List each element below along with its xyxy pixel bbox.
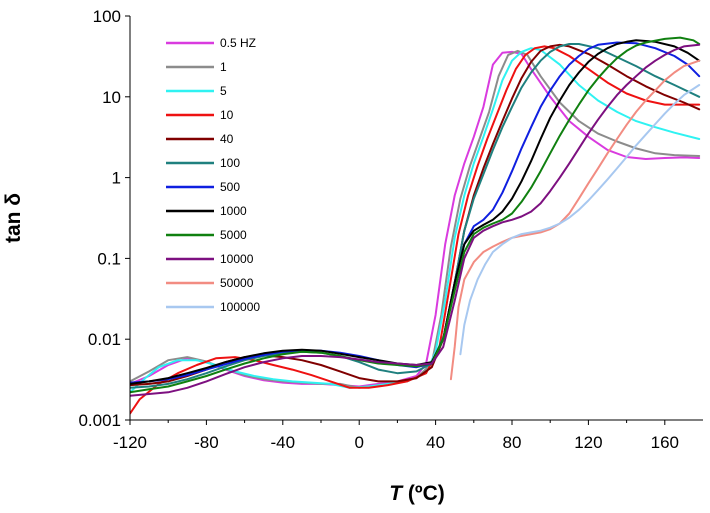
y-tick-label: 0.001 — [78, 411, 121, 430]
legend-label-500: 500 — [220, 180, 240, 194]
series-line-0-5-hz — [130, 50, 701, 388]
legend-label-10000: 10000 — [220, 252, 254, 266]
legend-label-1000: 1000 — [220, 204, 247, 218]
y-tick-label: 0.1 — [97, 249, 121, 268]
legend-label-0-5-hz: 0.5 HZ — [220, 36, 256, 50]
series-line-5000 — [130, 36, 701, 394]
series-line-10000 — [130, 43, 701, 397]
y-tick-label: 1 — [112, 169, 121, 188]
series-line-100000 — [459, 84, 701, 356]
series-line-500 — [130, 41, 701, 384]
y-tick-label: 0.01 — [88, 330, 121, 349]
y-axis-title: tan δ — [2, 193, 25, 243]
x-axis-title: T (ºC) — [389, 482, 444, 505]
x-axis-title-symbol: T — [389, 482, 404, 505]
series-line-50000 — [449, 59, 701, 381]
legend-label-10: 10 — [220, 108, 234, 122]
x-tick-label: 0 — [354, 433, 363, 452]
legend-label-40: 40 — [220, 132, 234, 146]
x-tick-label: -120 — [113, 433, 147, 452]
x-tick-label: 160 — [651, 433, 679, 452]
x-tick-label: 40 — [426, 433, 445, 452]
series-line-40 — [130, 43, 701, 387]
legend-label-5000: 5000 — [220, 228, 247, 242]
plot-lines — [130, 36, 701, 415]
series-line-1000 — [130, 39, 701, 385]
series-line-10 — [130, 45, 701, 415]
x-tick-label: 80 — [503, 433, 522, 452]
legend-label-100000: 100000 — [220, 300, 260, 314]
x-tick-label: -40 — [271, 433, 296, 452]
legend-label-100: 100 — [220, 156, 240, 170]
legend: 0.5 HZ 1 5 10 40 100 500 1000 5000 10000 50000 1000… — [166, 36, 260, 314]
y-tick-label: 10 — [102, 88, 121, 107]
y-tick-label: 100 — [93, 7, 121, 26]
x-tick-label: -80 — [194, 433, 219, 452]
axes: -120 -80 -40 0 40 80 120 160 0.001 0.01 0.1 1 10 100 — [78, 7, 703, 452]
series-line-1 — [130, 49, 701, 389]
legend-label-5: 5 — [220, 84, 227, 98]
x-tick-label: 120 — [574, 433, 602, 452]
x-axis-title-unit: (ºC) — [402, 482, 445, 505]
legend-label-1: 1 — [220, 60, 227, 74]
legend-label-50000: 50000 — [220, 276, 254, 290]
series-line-100 — [130, 43, 701, 389]
